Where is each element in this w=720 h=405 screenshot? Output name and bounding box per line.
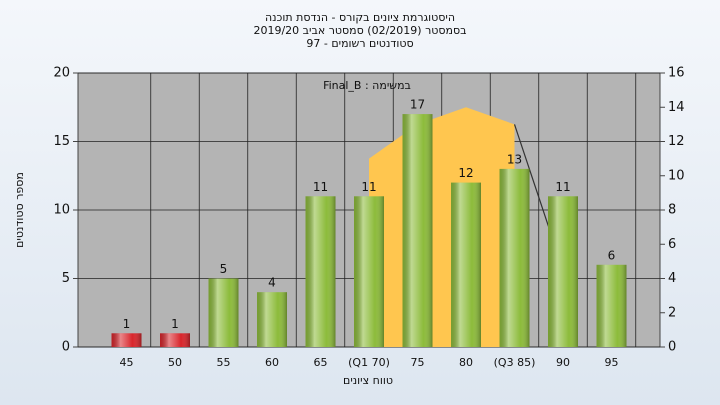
x-tick-label: 50 <box>168 356 182 369</box>
y-tick-label: 15 <box>53 134 70 149</box>
x-tick-label: (Q3 85) <box>494 356 536 369</box>
x-tick-label: (Q1 70) <box>348 356 390 369</box>
x-tick-label: 65 <box>314 356 328 369</box>
bar-shade <box>402 114 433 347</box>
data-label: 11 <box>313 180 328 194</box>
y-tick-label: 0 <box>62 340 70 355</box>
y2-tick-label: 4 <box>668 271 676 286</box>
y-axis-label: מספר סטודנטים <box>13 172 26 248</box>
bar-shade <box>596 264 627 347</box>
data-label: 1 <box>171 317 179 331</box>
bar-shade <box>160 333 190 347</box>
y2-tick-label: 16 <box>668 66 685 81</box>
y2-tick-label: 0 <box>668 340 676 355</box>
data-label: 11 <box>361 180 376 194</box>
y-tick-label: 5 <box>62 271 70 286</box>
data-label: 17 <box>410 98 425 112</box>
y2-tick-label: 12 <box>668 134 685 149</box>
x-tick-label: 60 <box>265 356 279 369</box>
x-tick-label: 95 <box>605 356 619 369</box>
annotation: Final_B : במשימה <box>323 79 411 92</box>
x-tick-label: 75 <box>411 356 425 369</box>
bar-shade <box>257 292 287 347</box>
data-label: 4 <box>268 276 276 290</box>
x-tick-label: 45 <box>120 356 134 369</box>
data-label: 1 <box>123 317 131 331</box>
bar-shade <box>548 196 578 347</box>
y2-tick-label: 8 <box>668 203 676 218</box>
bar-shade <box>111 333 142 347</box>
data-label: 6 <box>608 248 616 262</box>
x-tick-label: 55 <box>217 356 231 369</box>
bar-shade <box>451 182 481 347</box>
bar-shade <box>499 168 530 347</box>
y-tick-label: 10 <box>53 203 70 218</box>
data-label: 5 <box>220 262 228 276</box>
bar-shade <box>208 278 239 347</box>
bar-shade <box>354 196 384 347</box>
data-label: 13 <box>507 152 522 166</box>
x-tick-label: 80 <box>459 356 473 369</box>
chart-title: היסטוגרמת ציונים בקורס - הנדסת תוכנה <box>265 11 455 24</box>
y-tick-label: 20 <box>53 66 70 81</box>
x-axis-label: טווח ציונים <box>343 374 393 387</box>
y2-tick-label: 10 <box>668 168 685 183</box>
bar-shade <box>305 196 336 347</box>
y2-tick-label: 2 <box>668 305 676 320</box>
chart-title: בסמסטר (02/2019) סמסטר אביב 2019/20 <box>253 24 466 37</box>
data-label: 12 <box>458 166 473 180</box>
x-tick-label: 90 <box>556 356 570 369</box>
y2-tick-label: 6 <box>668 237 676 252</box>
chart-title: סטודנטים רשומים - 97 <box>306 37 413 50</box>
area <box>369 107 515 347</box>
y2-tick-label: 14 <box>668 100 685 115</box>
data-label: 11 <box>555 180 570 194</box>
